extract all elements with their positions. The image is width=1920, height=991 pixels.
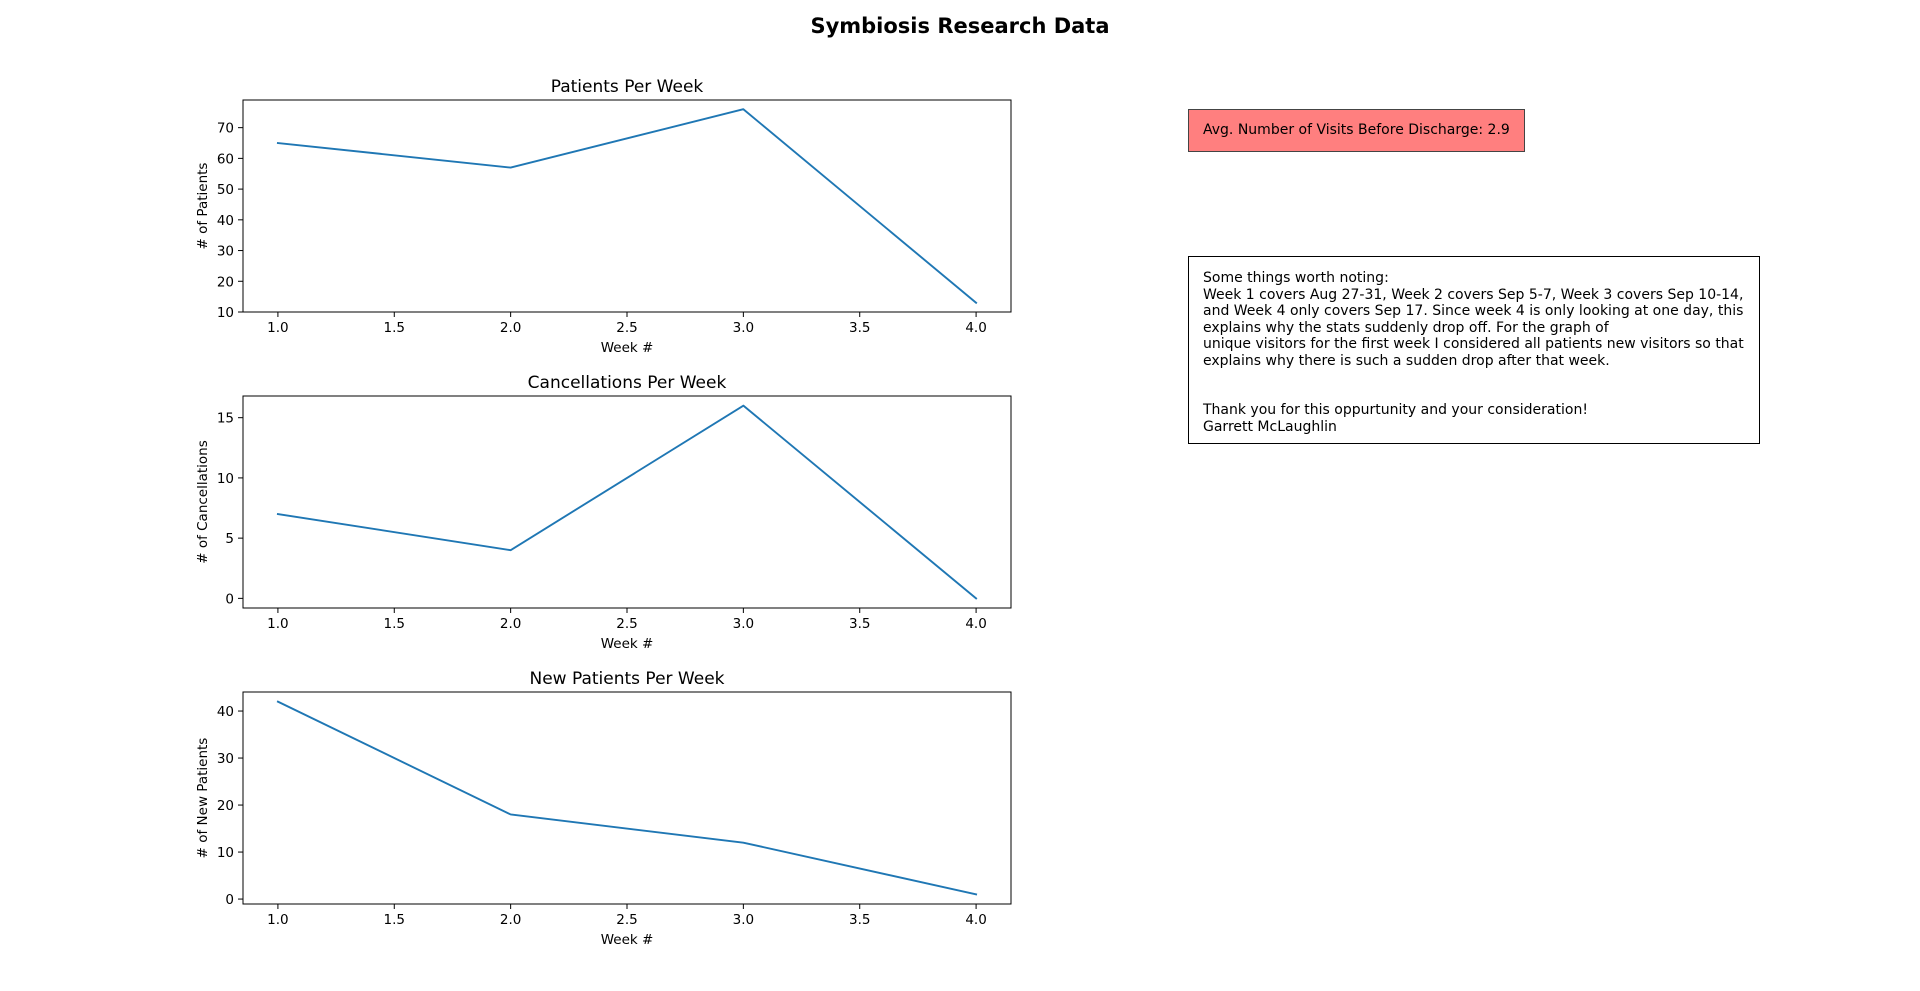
x-tick-label: 2.5: [616, 912, 637, 928]
y-tick-label: 60: [217, 151, 234, 167]
figure-title: Symbiosis Research Data: [810, 14, 1110, 38]
notes-line: explains why the stats suddenly drop off…: [1203, 319, 1609, 336]
y-tick-label: 0: [225, 892, 234, 908]
notes-line: [1203, 369, 1745, 386]
x-tick-label: 1.0: [267, 320, 288, 336]
x-tick-label: 1.5: [384, 912, 405, 928]
notes-line: Garrett McLaughlin: [1203, 418, 1337, 435]
x-axis-label: Week #: [601, 340, 654, 356]
notes-line: Week 1 covers Aug 27-31, Week 2 covers S…: [1203, 286, 1744, 303]
y-tick-label: 15: [217, 411, 234, 427]
y-tick-label: 20: [217, 274, 234, 290]
chart-1: Patients Per Week 1.0 1.5 2.0 2.5 3.0 3.5 4.0 10…: [195, 77, 1012, 356]
y-tick-label: 20: [217, 798, 234, 814]
x-tick-label: 2.0: [500, 616, 521, 632]
chart-3: New Patients Per Week 1.0 1.5 2.0 2.5 3.0 3.5 4…: [195, 669, 1012, 948]
y-tick-label: 50: [217, 182, 234, 198]
x-axis-label: Week #: [601, 932, 654, 948]
y-tick-label: 40: [217, 213, 234, 229]
y-tick-label: 10: [217, 845, 234, 861]
y-tick-label: 5: [225, 531, 234, 547]
chart-title: New Patients Per Week: [529, 669, 724, 689]
axes-frame: [242, 691, 1012, 905]
y-axis-label: # of Patients: [195, 163, 211, 250]
x-tick-label: 3.0: [733, 912, 754, 928]
x-tick-label: 4.0: [965, 912, 986, 928]
y-tick-label: 30: [217, 244, 234, 260]
x-tick-label: 3.5: [849, 912, 870, 928]
y-tick-label: 10: [217, 471, 234, 487]
x-tick-label: 4.0: [965, 616, 986, 632]
x-tick-label: 3.5: [849, 320, 870, 336]
axes-frame: [242, 99, 1012, 313]
x-tick-label: 3.5: [849, 616, 870, 632]
series-line: [276, 108, 978, 305]
x-tick-label: 1.5: [384, 616, 405, 632]
x-tick-label: 2.0: [500, 320, 521, 336]
x-tick-label: 2.0: [500, 912, 521, 928]
notes-line: Some things worth noting:: [1203, 270, 1389, 286]
notes-line: explains why there is such a sudden drop…: [1203, 352, 1610, 369]
chart-title: Cancellations Per Week: [528, 373, 727, 393]
chart-title: Patients Per Week: [551, 77, 704, 97]
axes-frame: [242, 395, 1012, 609]
x-tick-label: 3.0: [733, 320, 754, 336]
notes-line: unique visitors for the first week I con…: [1203, 336, 1744, 352]
x-tick-label: 1.5: [384, 320, 405, 336]
series-line: [276, 700, 978, 896]
notes-line: and Week 4 only covers Sep 17. Since wee…: [1203, 303, 1744, 319]
x-tick-label: 1.0: [267, 912, 288, 928]
y-tick-label: 10: [217, 305, 234, 321]
avg-visits-box: Avg. Number of Visits Before Discharge: …: [1188, 109, 1525, 152]
notes-box: Some things worth noting: Week 1 covers …: [1188, 256, 1760, 444]
y-tick-label: 0: [225, 591, 234, 607]
series-line: [276, 404, 978, 600]
chart-2: Cancellations Per Week 1.0 1.5 2.0 2.5 3.0 3.5…: [195, 373, 1012, 652]
avg-visits-text: Avg. Number of Visits Before Discharge: …: [1203, 122, 1510, 138]
x-tick-label: 3.0: [733, 616, 754, 632]
y-tick-label: 40: [217, 704, 234, 720]
x-tick-label: 2.5: [616, 320, 637, 336]
x-axis-label: Week #: [601, 636, 654, 652]
x-tick-label: 4.0: [965, 320, 986, 336]
x-tick-label: 2.5: [616, 616, 637, 632]
x-tick-label: 1.0: [267, 616, 288, 632]
notes-line: Thank you for this oppurtunity and your …: [1203, 402, 1588, 418]
y-axis-label: # of Cancellations: [195, 440, 211, 564]
notes-line: [1203, 386, 1745, 403]
y-tick-label: 30: [217, 751, 234, 767]
y-tick-label: 70: [217, 121, 234, 137]
y-axis-label: # of New Patients: [195, 738, 211, 859]
